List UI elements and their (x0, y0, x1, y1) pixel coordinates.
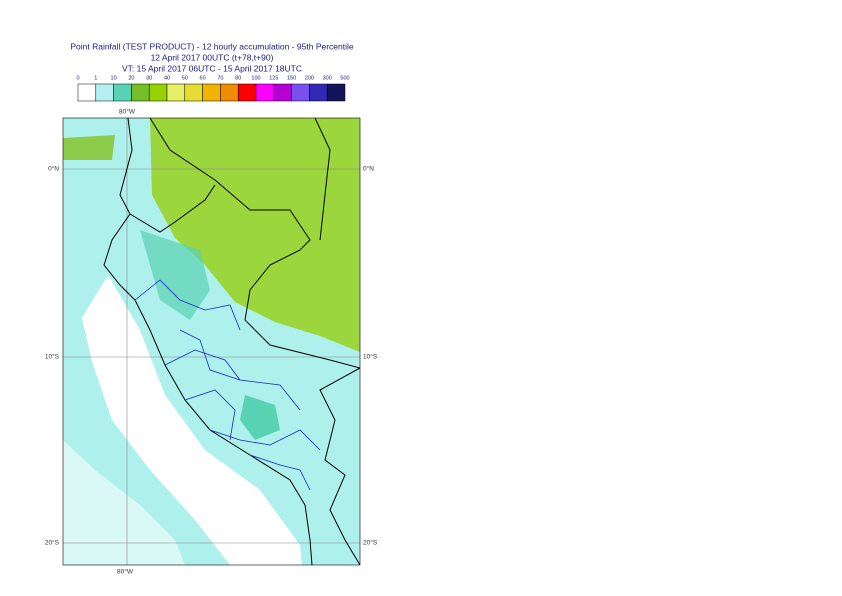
lat-label: 0°N (48, 165, 59, 173)
legend-label: 10 (111, 75, 117, 81)
valid-time: VT: 15 April 2017 06UTC - 15 April 2017 … (122, 63, 302, 73)
lat-label: 0°N (363, 165, 374, 173)
rain-zone (150, 118, 360, 352)
legend-swatch (131, 83, 150, 102)
legend-swatch (95, 83, 114, 102)
legend-swatch (202, 83, 221, 102)
rain-zone (140, 230, 210, 320)
map (63, 118, 360, 565)
dry-sea (82, 275, 302, 565)
legend-swatch (309, 83, 328, 102)
legend: 0 1 10 20 30 40 50 60 70 80 100 125 150 200 300 500 (76, 75, 350, 102)
legend-label: 0 (76, 75, 79, 81)
legend-swatch (184, 83, 203, 102)
lat-label: 20°S (363, 539, 378, 547)
legend-label: 100 (251, 75, 260, 81)
legend-swatch (113, 83, 132, 102)
rain-zone (63, 135, 115, 160)
legend-label: 30 (146, 75, 152, 81)
border (314, 118, 331, 241)
subtitle: 12 April 2017 00UTC (t+78,t+90) (151, 52, 274, 62)
legend-swatch (166, 83, 186, 102)
map-frame (62, 117, 361, 566)
border (129, 184, 216, 233)
legend-swatch (77, 83, 97, 102)
lat-label: 10°S (363, 353, 378, 361)
coastline (103, 118, 313, 565)
legend-swatch (326, 83, 346, 102)
lat-label: 20°S (45, 539, 60, 547)
regions (134, 279, 321, 491)
legend-label: 50 (182, 75, 188, 81)
lat-label: 10°S (45, 353, 60, 361)
legend-label: 70 (217, 75, 223, 81)
legend-label: 60 (200, 75, 206, 81)
legend-label: 200 (305, 75, 314, 81)
legend-label: 1 (94, 75, 97, 81)
dry-sea (63, 440, 185, 565)
legend-swatch (255, 83, 275, 102)
legend-label: 20 (128, 75, 134, 81)
title: Point Rainfall (TEST PRODUCT) - 12 hourl… (70, 41, 354, 51)
legend-swatch (148, 83, 168, 102)
legend-label: 500 (340, 75, 349, 81)
legend-label: 300 (323, 75, 332, 81)
map-labels: 80°W 80°W 0°N 0°N 10°S 10°S 20°S 20°S (45, 108, 378, 576)
border (149, 118, 360, 369)
border (319, 367, 360, 565)
legend-swatch (291, 83, 310, 102)
lon-label: 80°W (119, 108, 136, 116)
rain-zone (240, 395, 280, 440)
lon-label: 80°W (117, 568, 134, 576)
legend-swatch (220, 83, 239, 102)
legend-swatch (237, 83, 257, 102)
legend-swatch (273, 83, 292, 102)
legend-label: 40 (164, 75, 170, 81)
legend-label: 125 (269, 75, 278, 81)
legend-label: 80 (235, 75, 241, 81)
legend-label: 150 (287, 75, 296, 81)
